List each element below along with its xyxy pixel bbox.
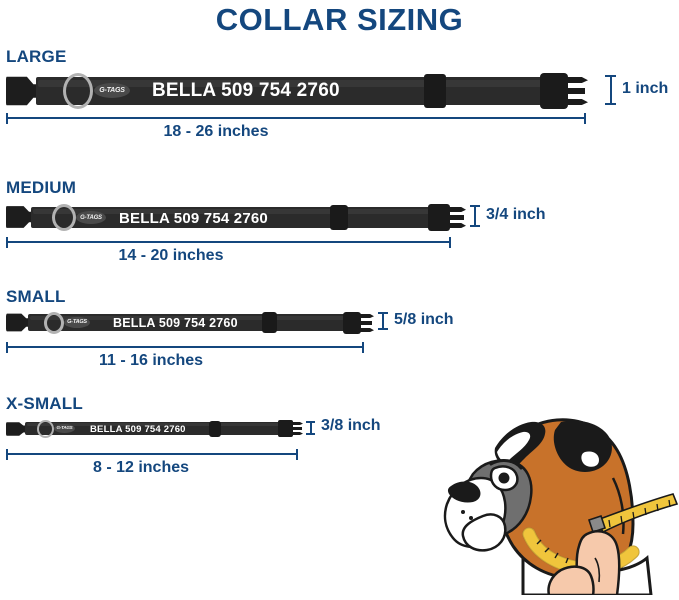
page-title: COLLAR SIZING xyxy=(215,2,464,37)
width-marker-stem-medium xyxy=(474,205,476,227)
size-label-small: SMALL xyxy=(6,287,66,306)
collar-buckle-prong-mid-large xyxy=(566,88,585,94)
collar-engraving-x-small: BELLA 509 754 2760 xyxy=(90,423,186,435)
collar-strap-highlight-medium xyxy=(33,209,445,214)
collar-slider-medium xyxy=(330,205,348,230)
collar-x-small: G-TAGS BELLA 509 754 2760 xyxy=(6,418,316,442)
length-dimension-x-small: 8 - 12 inches xyxy=(6,448,298,478)
width-label-large: 1 inch xyxy=(622,80,669,97)
dim-cap-right-small xyxy=(362,342,364,353)
collar-buckle-prong-bottom-large xyxy=(566,99,588,105)
hand-knuckles xyxy=(547,565,595,597)
width-marker-stem-large xyxy=(610,75,612,105)
collar-buckle-prong-top-large xyxy=(566,77,588,83)
collar-buckle-prong-mid-x-small xyxy=(292,427,302,430)
brand-logo-large: G-TAGS xyxy=(94,83,130,98)
collar-buckle-large xyxy=(540,73,568,109)
size-label-medium: MEDIUM xyxy=(6,178,77,197)
dog-pupil xyxy=(498,472,510,484)
dim-cap-right-x-small xyxy=(296,449,298,460)
collar-slider-x-small xyxy=(209,421,221,437)
length-label-large: 18 - 26 inches xyxy=(163,123,269,140)
brand-logo-medium: G-TAGS xyxy=(76,211,106,224)
measuring-tape-tail xyxy=(595,493,679,534)
dog-nostril-dot-2 xyxy=(469,516,473,520)
collar-buckle-prong-bottom-small xyxy=(360,328,374,332)
dog-jowl xyxy=(461,513,507,552)
width-marker-stem-x-small xyxy=(309,421,312,435)
measuring-tape-clip xyxy=(587,514,607,534)
dog-nose xyxy=(447,481,481,503)
width-marker-x-small: 3/8 inch xyxy=(306,417,426,442)
boxer-dog-illustration xyxy=(437,408,679,597)
collar-engraving-large: BELLA 509 754 2760 xyxy=(152,80,340,101)
brand-logo-small: G-TAGS xyxy=(64,317,90,328)
width-marker-small: 5/8 inch xyxy=(378,309,498,337)
width-marker-stem-small xyxy=(382,312,384,330)
collar-buckle-prong-mid-small xyxy=(360,321,372,325)
width-marker-cap-bottom-large xyxy=(605,103,616,105)
collar-buckle-prong-top-small xyxy=(360,314,374,318)
collar-engraving-medium: BELLA 509 754 2760 xyxy=(119,209,268,227)
dim-line-x-small xyxy=(6,453,298,455)
size-label-large: LARGE xyxy=(6,47,67,66)
brand-logo-x-small: G-TAGS xyxy=(54,424,75,433)
width-marker-cap-bottom-medium xyxy=(470,225,480,227)
collar-strap-highlight-small xyxy=(30,316,356,320)
dog-ear-highlight xyxy=(581,451,599,467)
size-label-x-small: X-SMALL xyxy=(6,394,83,413)
length-label-x-small: 8 - 12 inches xyxy=(92,459,190,476)
dim-line-large xyxy=(6,117,586,119)
width-label-x-small: 3/8 inch xyxy=(321,417,381,434)
d-ring-large xyxy=(63,73,93,109)
collar-strap-highlight-x-small xyxy=(27,423,290,426)
d-ring-small xyxy=(44,312,64,334)
collar-small: G-TAGS BELLA 509 754 2760 xyxy=(6,309,386,337)
dog-nostril-dot-1 xyxy=(461,510,465,514)
d-ring-medium xyxy=(52,204,76,231)
collar-buckle-prong-top-medium xyxy=(449,207,466,212)
collar-slider-small xyxy=(262,312,277,333)
dim-line-small xyxy=(6,346,364,348)
collar-buckle-prong-bottom-x-small xyxy=(292,432,303,435)
collar-buckle-prong-top-x-small xyxy=(292,422,303,425)
width-marker-cap-bottom-x-small xyxy=(306,433,315,435)
collar-strap-highlight-large xyxy=(38,80,562,87)
width-marker-large: 1 inch xyxy=(605,72,679,110)
collar-large: G-TAGS BELLA 509 754 2760 xyxy=(6,71,592,111)
dim-cap-right-large xyxy=(584,113,586,124)
d-ring-x-small xyxy=(37,420,54,438)
collar-engraving-small: BELLA 509 754 2760 xyxy=(113,316,238,330)
dog-blaze xyxy=(497,431,531,462)
dog-brow xyxy=(489,459,523,470)
measuring-tape-ticks-tail xyxy=(608,499,671,528)
collar-buckle-medium xyxy=(428,204,450,231)
collar-medium: G-TAGS BELLA 509 754 2760 xyxy=(6,201,476,233)
length-dimension-small: 11 - 16 inches xyxy=(6,341,364,371)
collar-slider-large xyxy=(424,74,446,108)
width-label-small: 5/8 inch xyxy=(394,311,454,328)
length-label-medium: 14 - 20 inches xyxy=(118,247,224,264)
collar-buckle-x-small xyxy=(278,420,293,437)
dim-line-medium xyxy=(6,241,451,243)
dog-jaw-line xyxy=(611,477,625,535)
dim-cap-right-medium xyxy=(449,237,451,248)
collar-left-tab-x-small xyxy=(6,422,30,436)
length-label-small: 11 - 16 inches xyxy=(98,352,204,369)
width-label-medium: 3/4 inch xyxy=(486,206,546,223)
collar-buckle-prong-bottom-medium xyxy=(449,223,466,228)
finger-crease xyxy=(594,557,601,583)
collar-buckle-prong-mid-medium xyxy=(449,215,464,220)
length-dimension-large: 18 - 26 inches xyxy=(6,112,586,142)
collar-buckle-small xyxy=(343,312,361,334)
width-marker-cap-bottom-small xyxy=(378,328,388,330)
length-dimension-medium: 14 - 20 inches xyxy=(6,236,451,266)
width-marker-medium: 3/4 inch xyxy=(470,201,590,233)
